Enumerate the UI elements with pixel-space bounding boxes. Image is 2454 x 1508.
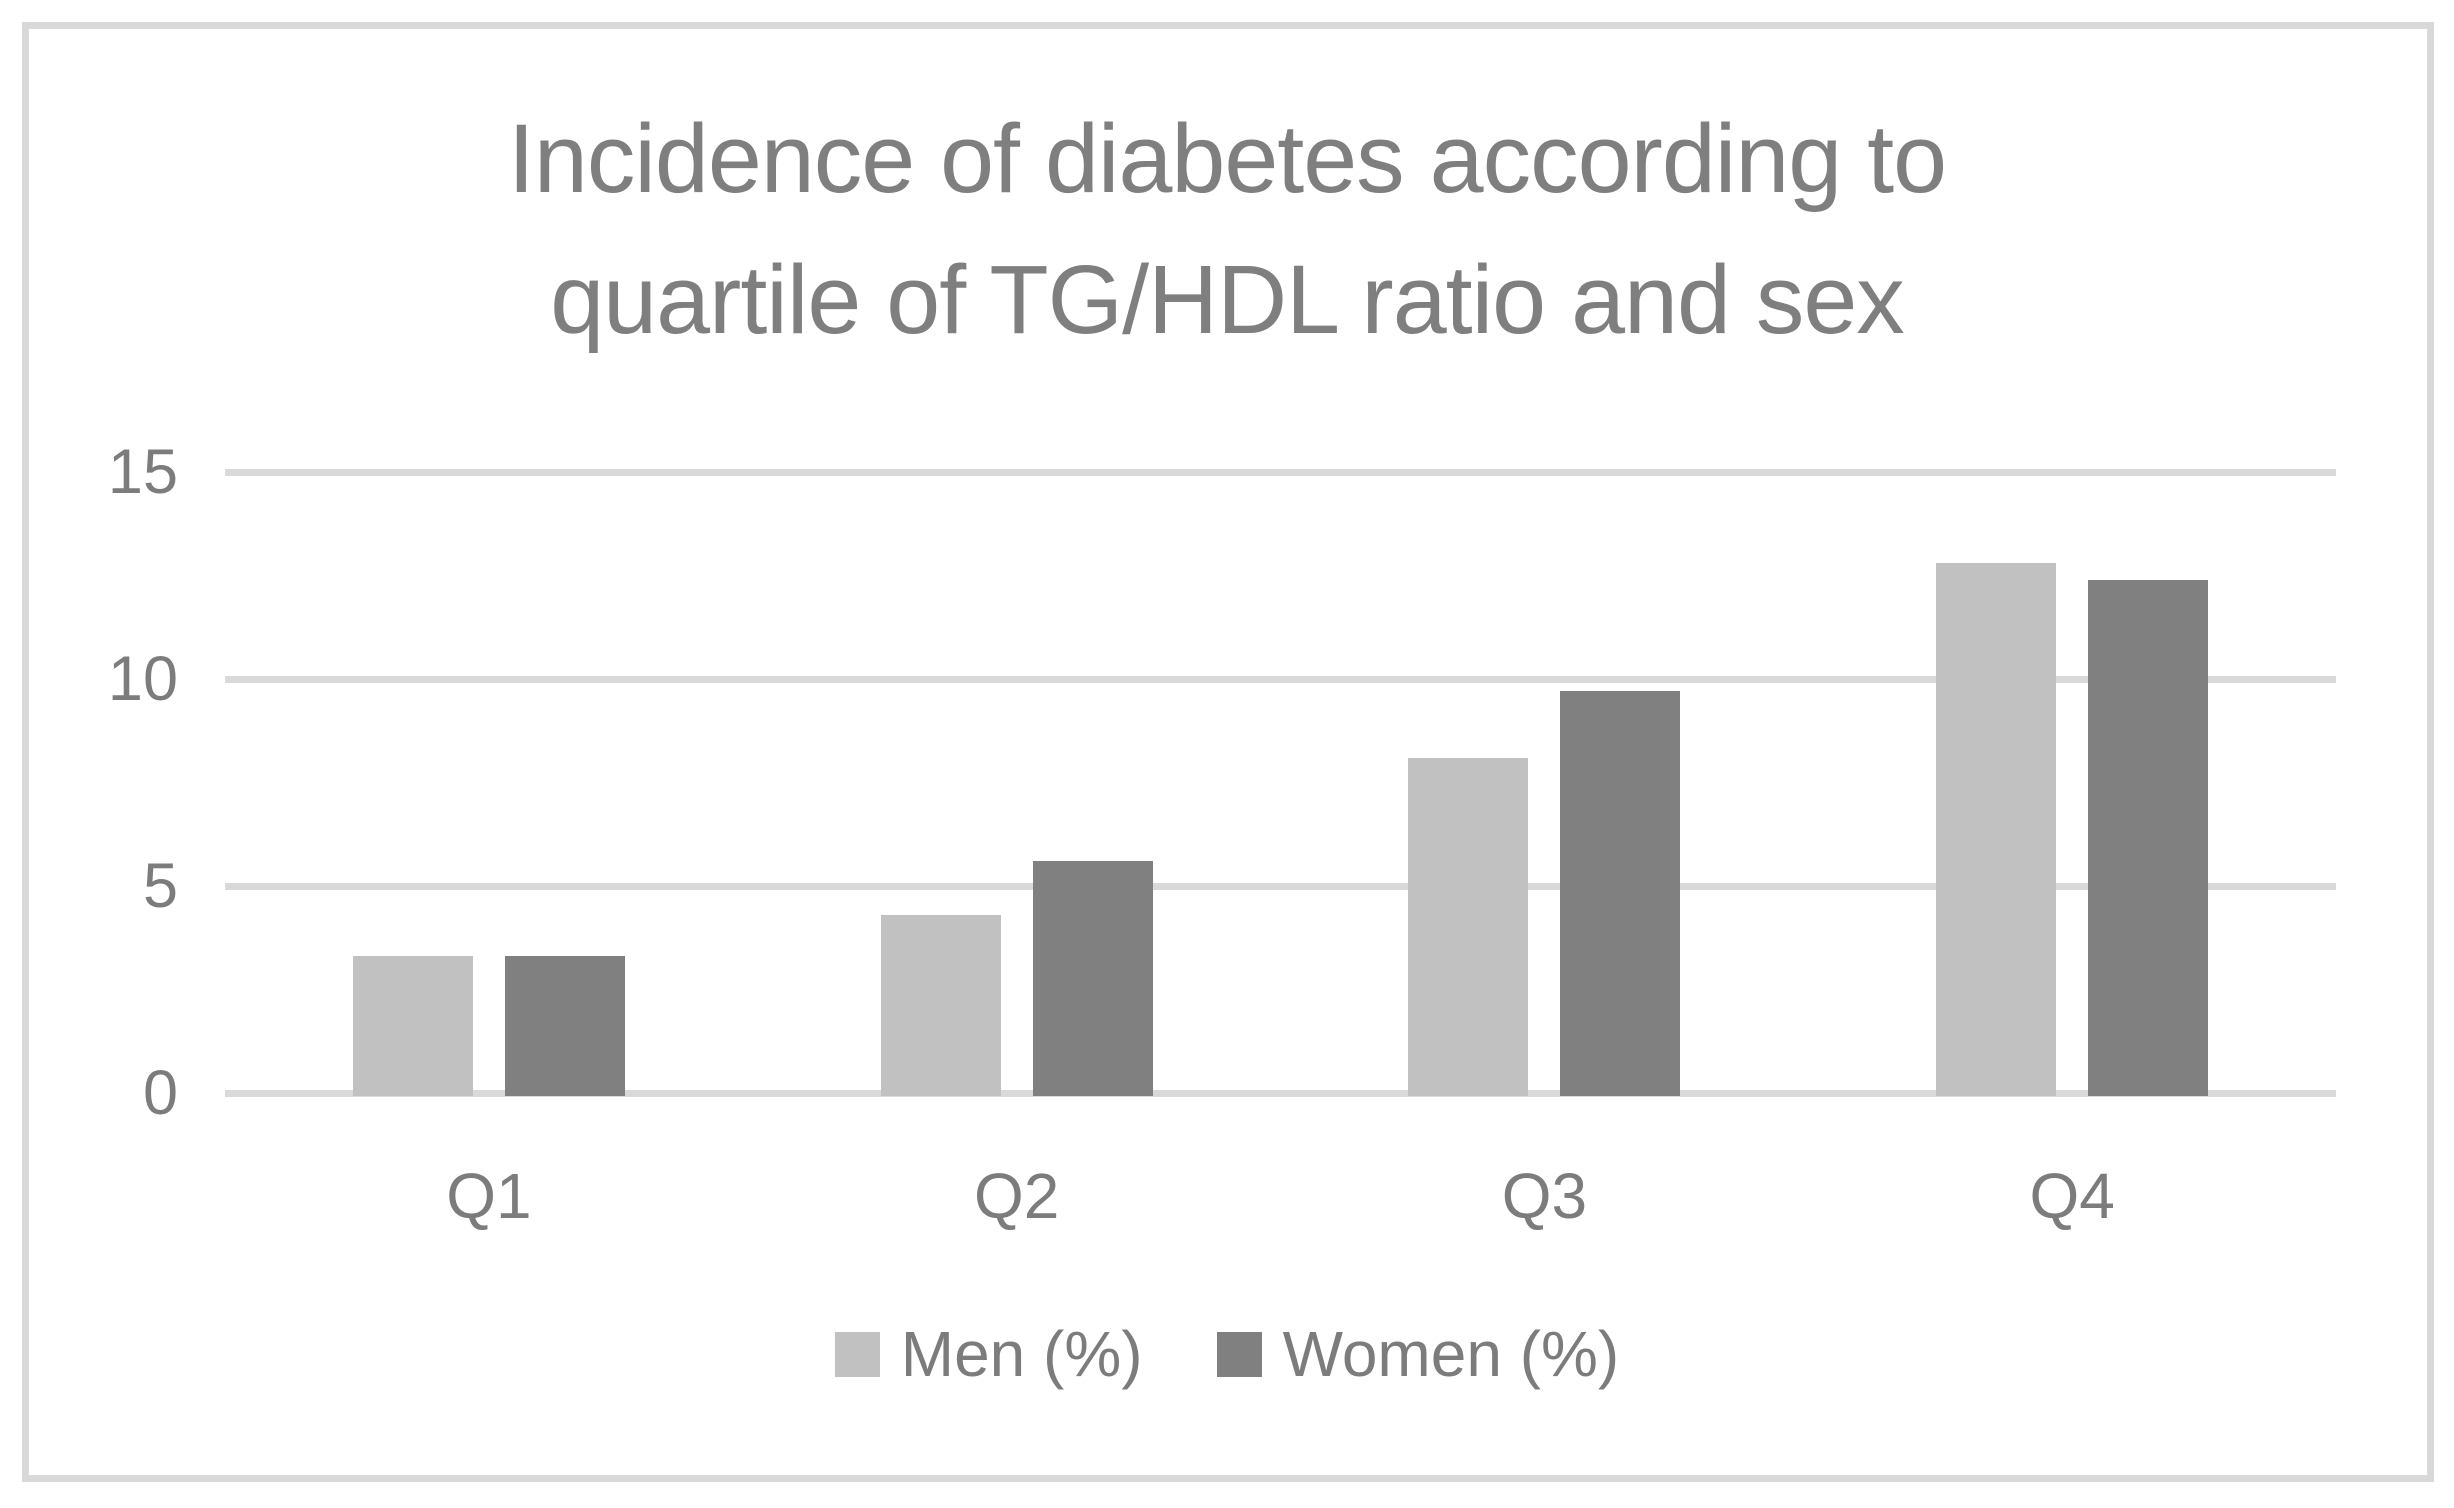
chart-title: Incidence of diabetes according to quart… (0, 88, 2454, 370)
gridline-0 (225, 1089, 2336, 1097)
x-tick-label-q1: Q1 (446, 1160, 532, 1232)
gridline-5 (225, 882, 2336, 890)
y-tick-label-0: 0 (142, 1058, 178, 1128)
x-tick-label-q4: Q4 (2029, 1160, 2115, 1232)
bar-women-q3 (1560, 691, 1681, 1097)
chart-frame (22, 22, 2434, 1482)
chart-title-line-1: Incidence of diabetes according to (507, 104, 1947, 213)
legend-item-men: Men (%) (834, 1318, 1143, 1390)
gridline-15 (225, 468, 2336, 476)
y-tick-label-15: 15 (107, 437, 178, 507)
x-tick-label-q3: Q3 (1501, 1160, 1588, 1232)
legend-label-men: Men (%) (900, 1318, 1143, 1390)
gridline-10 (225, 675, 2336, 683)
legend: Men (%) Women (%) (0, 1322, 2454, 1386)
legend-label-women: Women (%) (1282, 1318, 1620, 1390)
bar-women-q1 (504, 956, 625, 1097)
chart-title-line-2: quartile of TG/HDL ratio and sex (550, 245, 1905, 354)
bar-women-q4 (2088, 579, 2209, 1097)
y-tick-label-10: 10 (107, 644, 178, 714)
legend-item-women: Women (%) (1216, 1318, 1620, 1390)
bar-men-q4 (1936, 563, 2057, 1097)
bar-men-q2 (880, 914, 1001, 1097)
legend-swatch-women (1216, 1331, 1262, 1377)
y-tick-label-5: 5 (142, 851, 178, 921)
bar-women-q2 (1032, 861, 1153, 1097)
bar-men-q3 (1408, 757, 1529, 1097)
bar-men-q1 (352, 956, 473, 1097)
legend-swatch-men (834, 1331, 880, 1377)
x-tick-label-q2: Q2 (973, 1160, 1060, 1232)
